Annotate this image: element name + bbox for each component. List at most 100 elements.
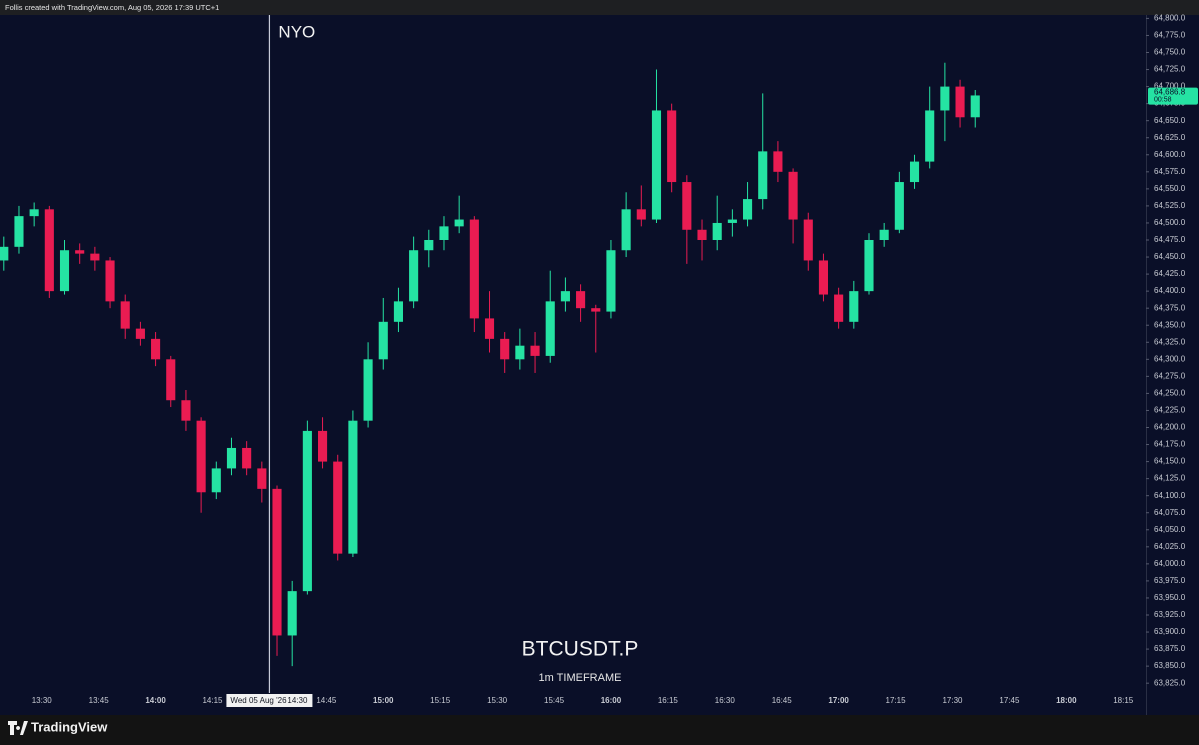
countdown: 00:58 bbox=[1154, 96, 1172, 103]
x-tick-label: 17:15 bbox=[886, 696, 907, 705]
candle-body bbox=[242, 447, 252, 469]
y-tick-label: 64,525.0 bbox=[1154, 201, 1186, 210]
x-tick-label: 17:00 bbox=[828, 696, 849, 705]
candle-body bbox=[393, 301, 403, 322]
y-tick-label: 64,025.0 bbox=[1154, 542, 1186, 551]
candle-body bbox=[348, 420, 358, 554]
y-tick-label: 64,800.0 bbox=[1154, 14, 1186, 23]
y-tick-label: 64,475.0 bbox=[1154, 235, 1186, 244]
y-tick-label: 64,550.0 bbox=[1154, 184, 1186, 193]
candle-body bbox=[500, 338, 510, 360]
y-tick-label: 64,150.0 bbox=[1154, 457, 1186, 466]
candle-body bbox=[758, 151, 768, 200]
candle-body bbox=[940, 86, 950, 111]
candle-body bbox=[591, 308, 601, 312]
candle-body bbox=[606, 250, 616, 312]
candle-body bbox=[151, 338, 161, 360]
logo bbox=[8, 721, 28, 735]
y-tick-label: 64,725.0 bbox=[1154, 65, 1186, 74]
y-tick-label: 64,325.0 bbox=[1154, 337, 1186, 346]
candle-body bbox=[849, 291, 859, 322]
timeframe-label: 1m TIMEFRAME bbox=[539, 672, 622, 684]
y-tick-label: 64,175.0 bbox=[1154, 440, 1186, 449]
candle-body bbox=[909, 161, 920, 183]
candle-body bbox=[803, 219, 813, 261]
candle-body bbox=[576, 291, 586, 309]
session-label: NYO bbox=[278, 22, 315, 41]
y-tick-label: 64,750.0 bbox=[1154, 48, 1186, 57]
candle-body bbox=[135, 328, 145, 339]
candle-body bbox=[105, 260, 115, 302]
candle-body bbox=[363, 359, 373, 421]
x-tick-label: 17:45 bbox=[999, 696, 1020, 705]
last-price-bg bbox=[1148, 87, 1198, 105]
y-tick-label: 64,775.0 bbox=[1154, 31, 1186, 40]
candle-body bbox=[196, 420, 206, 493]
candle-body bbox=[120, 301, 130, 329]
candle-body bbox=[970, 95, 980, 118]
brand: TradingView bbox=[31, 719, 108, 734]
candle-body bbox=[59, 250, 70, 292]
header-bar bbox=[0, 0, 1199, 15]
candle-body bbox=[29, 209, 39, 217]
candle-body bbox=[545, 301, 555, 356]
candle-body bbox=[0, 246, 9, 261]
candle-body bbox=[894, 182, 904, 230]
price-axis-border bbox=[1146, 15, 1147, 715]
candle-body bbox=[257, 468, 267, 489]
y-tick-label: 64,625.0 bbox=[1154, 133, 1186, 142]
candle-body bbox=[75, 250, 85, 254]
x-tick-label: 14:45 bbox=[316, 696, 337, 705]
y-tick-label: 64,100.0 bbox=[1154, 491, 1186, 500]
y-tick-label: 63,825.0 bbox=[1154, 678, 1186, 687]
candle-body bbox=[166, 359, 176, 401]
y-tick-label: 64,200.0 bbox=[1154, 423, 1186, 432]
candle-body bbox=[530, 345, 540, 356]
y-tick-label: 64,000.0 bbox=[1154, 559, 1186, 568]
candle-body bbox=[727, 219, 737, 223]
y-tick-label: 64,125.0 bbox=[1154, 474, 1186, 483]
candle-body bbox=[90, 253, 100, 261]
y-tick-label: 63,875.0 bbox=[1154, 644, 1186, 653]
y-tick-label: 64,600.0 bbox=[1154, 150, 1186, 159]
crosshair-time: 14:30 bbox=[287, 696, 308, 705]
x-tick-label: 16:30 bbox=[715, 696, 736, 705]
x-tick-label: 15:00 bbox=[373, 696, 394, 705]
y-tick-label: 64,250.0 bbox=[1154, 389, 1186, 398]
y-tick-label: 64,425.0 bbox=[1154, 269, 1186, 278]
y-tick-label: 63,950.0 bbox=[1154, 593, 1186, 602]
candle-body bbox=[226, 447, 237, 469]
x-tick-label: 13:45 bbox=[89, 696, 110, 705]
y-tick-label: 64,300.0 bbox=[1154, 354, 1186, 363]
candle-body bbox=[424, 240, 434, 251]
candle-body bbox=[409, 250, 419, 302]
x-tick-label: 14:00 bbox=[145, 696, 166, 705]
candle-body bbox=[818, 260, 829, 295]
candle-body bbox=[560, 291, 570, 302]
x-tick-label: 15:45 bbox=[544, 696, 565, 705]
candle-body bbox=[773, 151, 783, 172]
candle-body bbox=[621, 209, 631, 251]
candle-body bbox=[955, 86, 965, 118]
candle-body bbox=[484, 318, 495, 339]
candle-body bbox=[469, 219, 479, 319]
candle-body bbox=[636, 209, 646, 220]
y-tick-label: 64,375.0 bbox=[1154, 303, 1186, 312]
x-tick-label: 13:30 bbox=[32, 696, 53, 705]
candle-body bbox=[14, 216, 24, 247]
candle-body bbox=[44, 209, 54, 292]
header-text: Follis created with TradingView.com, Aug… bbox=[5, 3, 219, 12]
y-tick-label: 64,225.0 bbox=[1154, 406, 1186, 415]
y-tick-label: 64,700.0 bbox=[1154, 82, 1186, 91]
y-tick-label: 64,575.0 bbox=[1154, 167, 1186, 176]
y-tick-label: 64,500.0 bbox=[1154, 218, 1186, 227]
symbol-label: BTCUSDT.P bbox=[522, 638, 639, 661]
footer-bar bbox=[0, 715, 1199, 745]
x-tick-label: 17:30 bbox=[942, 696, 963, 705]
x-tick-label: 16:15 bbox=[658, 696, 679, 705]
candle-body bbox=[454, 219, 464, 227]
candle-body bbox=[712, 222, 722, 240]
x-tick-label: 15:30 bbox=[487, 696, 508, 705]
x-tick-label: 16:45 bbox=[772, 696, 793, 705]
